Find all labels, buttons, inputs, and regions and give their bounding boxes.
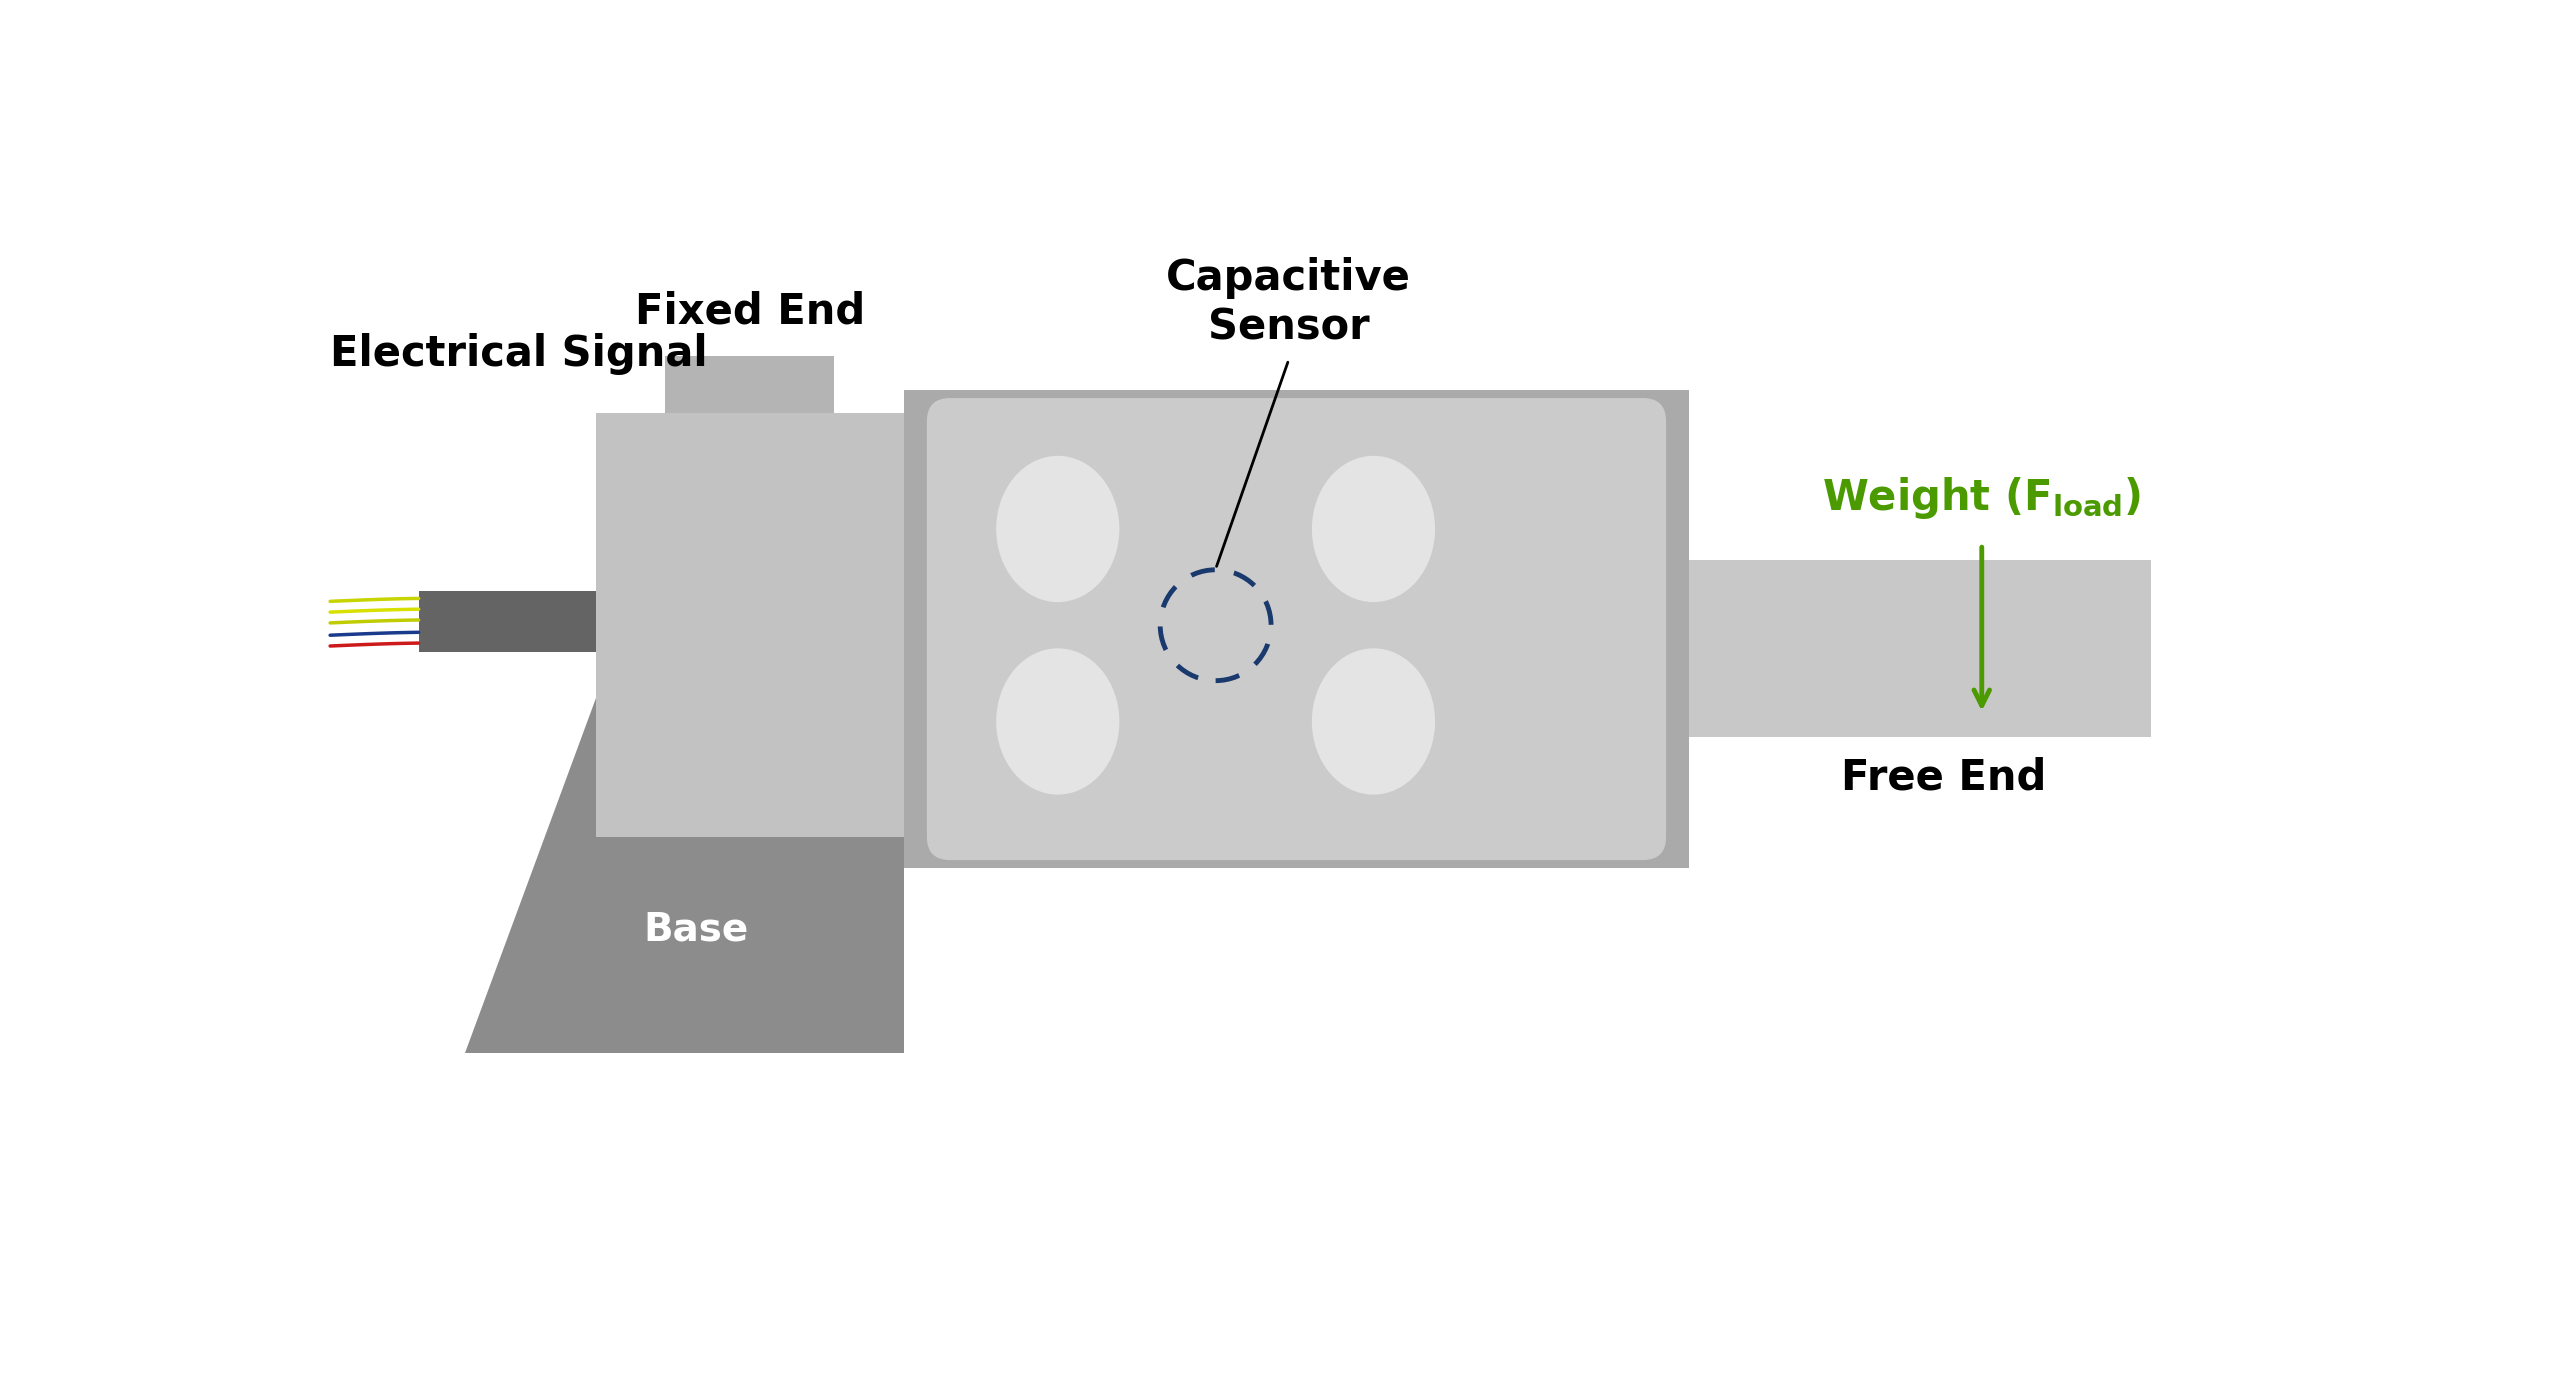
Ellipse shape [1313, 648, 1436, 795]
Bar [420, 590, 596, 652]
Bar [596, 413, 903, 838]
Bar [903, 390, 1689, 868]
FancyBboxPatch shape [926, 398, 1666, 859]
Text: Electrical Signal: Electrical Signal [330, 334, 709, 375]
Text: Capacitive
Sensor: Capacitive Sensor [1167, 257, 1410, 347]
Text: Free End: Free End [1840, 757, 2047, 799]
Bar [665, 356, 834, 413]
Ellipse shape [995, 648, 1118, 795]
Ellipse shape [995, 456, 1118, 603]
Text: Base: Base [642, 910, 747, 949]
Bar [1689, 560, 2152, 737]
Ellipse shape [1313, 456, 1436, 603]
Text: Weight ($\mathbf{F}_{\mathbf{load}}$): Weight ($\mathbf{F}_{\mathbf{load}}$) [1822, 475, 2142, 522]
Polygon shape [466, 699, 903, 1053]
Text: Fixed End: Fixed End [635, 291, 865, 332]
